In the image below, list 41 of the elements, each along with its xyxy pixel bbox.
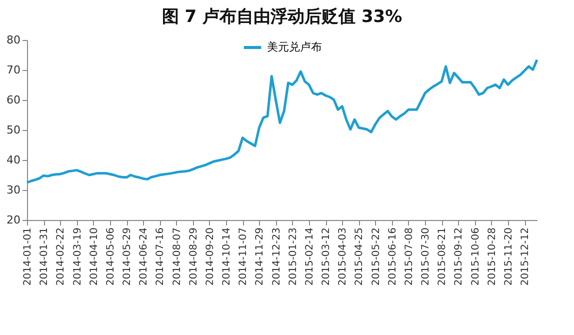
y-tick-label: 40	[6, 154, 20, 166]
y-tick-label: 70	[6, 64, 20, 76]
x-tick-label: 2015-12-12	[520, 228, 532, 286]
x-tick-label: 2014-02-22	[56, 228, 67, 286]
y-tick-label: 80	[6, 34, 20, 46]
x-tick-label: 2014-12-23	[271, 228, 282, 286]
x-tick-label: 2015-04-25	[354, 228, 366, 286]
x-tick-label: 2014-01-01	[22, 228, 34, 286]
line-series	[26, 58, 538, 184]
x-tick-label: 2015-04-03	[338, 228, 349, 286]
y-tick-label: 30	[6, 184, 20, 196]
y-tick-label: 60	[6, 94, 20, 106]
x-tick-label: 2014-04-10	[88, 228, 100, 286]
x-tick-label: 2015-01-23	[288, 228, 299, 286]
y-tick-label: 20	[6, 214, 20, 226]
x-tick-label: 2014-11-29	[254, 228, 266, 286]
legend-label: 美元兑卢布	[267, 40, 322, 54]
x-tick-label: 2015-09-12	[454, 228, 465, 286]
x-tick-label: 2014-08-29	[188, 228, 200, 286]
x-tick-label: 2014-09-20	[204, 228, 216, 286]
x-tick-label: 2014-03-19	[72, 228, 84, 286]
x-tick-label: 2015-03-12	[321, 228, 332, 286]
x-tick-label: 2014-05-06	[105, 228, 116, 286]
x-tick-label: 2014-06-24	[138, 228, 150, 286]
x-tick-label: 2014-10-14	[222, 228, 233, 286]
x-tick-label: 2014-08-07	[172, 228, 183, 286]
x-tick-label: 2015-10-28	[486, 228, 498, 286]
x-tick-label: 2014-11-07	[238, 228, 250, 286]
x-tick-label: 2014-01-31	[39, 228, 50, 286]
y-tick-label: 50	[6, 124, 20, 136]
x-tick-label: 2014-07-16	[155, 228, 166, 286]
x-tick-label: 2015-07-08	[404, 228, 415, 286]
x-tick-label: 2014-05-29	[122, 228, 134, 286]
x-tick-label: 2015-06-16	[387, 228, 398, 286]
x-tick-label: 2015-02-14	[304, 228, 316, 286]
x-tick-label: 2015-05-22	[370, 228, 382, 286]
x-tick-label: 2015-07-30	[420, 228, 432, 286]
chart-title: 图 7 卢布自由浮动后贬值 33%	[162, 7, 402, 27]
x-tick-label: 2015-10-06	[470, 228, 482, 286]
x-tick-label: 2015-08-21	[437, 228, 448, 286]
x-tick-label: 2015-11-20	[503, 228, 514, 286]
